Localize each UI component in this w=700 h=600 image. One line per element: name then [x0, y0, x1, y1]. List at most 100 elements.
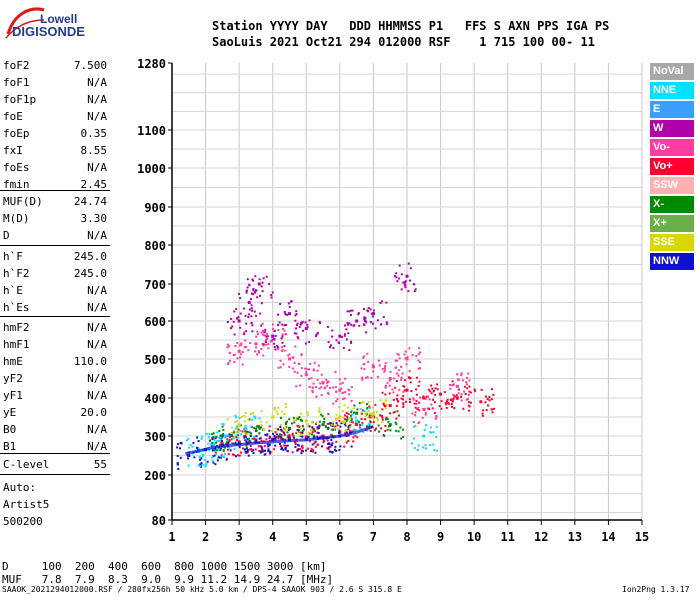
echo-dot [317, 431, 320, 434]
echo-dot [457, 378, 460, 381]
echo-dot [327, 341, 330, 344]
echo-dot [369, 429, 372, 432]
echo-dot [287, 429, 290, 432]
echo-dot [345, 441, 348, 444]
echo-dot [265, 340, 268, 343]
echo-dot [457, 392, 460, 395]
echo-dot [424, 412, 427, 415]
echo-dot [279, 416, 282, 419]
echo-dot [457, 388, 460, 391]
echo-dot [299, 419, 302, 422]
echo-dot [348, 310, 351, 313]
echo-dot [331, 423, 334, 426]
echo-dot [363, 368, 366, 371]
echo-dot [350, 416, 353, 419]
echo-dot [254, 291, 257, 294]
echo-dot [363, 316, 366, 319]
echo-dot [469, 391, 472, 394]
y-tick-label: 300 [144, 430, 166, 444]
echo-dot [208, 433, 211, 436]
echo-dot [382, 402, 385, 405]
echo-dot [233, 361, 236, 364]
echo-dot [208, 439, 211, 442]
x-tick-label: 14 [601, 530, 615, 544]
echo-dot [341, 409, 344, 412]
echo-dot [396, 280, 399, 283]
echo-dot [345, 431, 348, 434]
echo-dot [330, 439, 333, 442]
param-name: h`F [3, 250, 23, 263]
echo-dot [327, 380, 330, 383]
echo-dot [307, 431, 310, 434]
echo-dot [246, 430, 249, 433]
echo-dot [447, 401, 450, 404]
echo-dot [418, 409, 421, 412]
echo-dot [344, 430, 347, 433]
panel-divider [0, 453, 110, 454]
echo-dot [300, 367, 303, 370]
echo-dot [288, 305, 291, 308]
echo-dot [428, 398, 431, 401]
data-point-0-0 [220, 442, 224, 446]
echo-dot [235, 431, 238, 434]
param-row-clevel: C-level 55 [3, 457, 107, 473]
echo-dot [413, 425, 416, 428]
echo-dot [397, 353, 400, 356]
echo-dot [409, 400, 412, 403]
echo-dot [261, 450, 264, 453]
data-point-5-5 [388, 423, 392, 427]
echo-dot [241, 430, 244, 433]
echo-dot [374, 403, 377, 406]
echo-dot [389, 370, 392, 373]
data-point-3-1 [247, 301, 251, 304]
echo-dot [226, 440, 229, 443]
echo-dot [314, 423, 317, 426]
echo-dot [266, 337, 269, 340]
echo-dot [342, 416, 345, 419]
echo-dot [365, 403, 368, 406]
echo-dot [228, 351, 231, 354]
echo-dot [228, 433, 231, 436]
echo-dot [464, 392, 467, 395]
echo-dot [368, 414, 371, 417]
echo-dot [260, 324, 263, 327]
echo-dot [265, 338, 268, 341]
echo-dot [212, 455, 215, 458]
echo-dot [305, 449, 308, 452]
echo-dot [278, 433, 281, 436]
param-value: 2.45 [80, 178, 108, 191]
trace-segment [212, 444, 226, 450]
echo-dot [244, 339, 247, 342]
echo-dot [346, 310, 349, 313]
echo-dot [312, 427, 315, 430]
echo-dot [243, 431, 246, 434]
echo-dot [229, 359, 232, 362]
echo-dot [264, 449, 267, 452]
echo-dot [310, 377, 313, 380]
echo-dot [238, 446, 241, 449]
echo-dot [283, 444, 286, 447]
echo-dot [482, 409, 485, 412]
echo-dot [397, 400, 400, 403]
echo-dot [298, 362, 301, 365]
echo-dot [353, 433, 356, 436]
echo-dot [306, 323, 309, 326]
echo-dot [365, 321, 368, 324]
echo-dot [334, 425, 337, 428]
echo-dot [394, 275, 397, 278]
echo-dot [230, 434, 233, 437]
echo-dot [392, 398, 395, 401]
echo-dot [232, 453, 235, 456]
param-value: 20.0 [80, 406, 108, 419]
echo-dot [328, 443, 331, 446]
legend-item-w: W [650, 120, 694, 137]
echo-dot [398, 357, 401, 360]
echo-dot [434, 393, 437, 396]
echo-dot [335, 422, 338, 425]
echo-dot [335, 440, 338, 443]
trace-segment [185, 449, 200, 456]
echo-dot [263, 445, 266, 448]
echo-dot [297, 417, 300, 420]
data-point-4-4 [355, 419, 359, 423]
echo-dot [386, 418, 389, 421]
